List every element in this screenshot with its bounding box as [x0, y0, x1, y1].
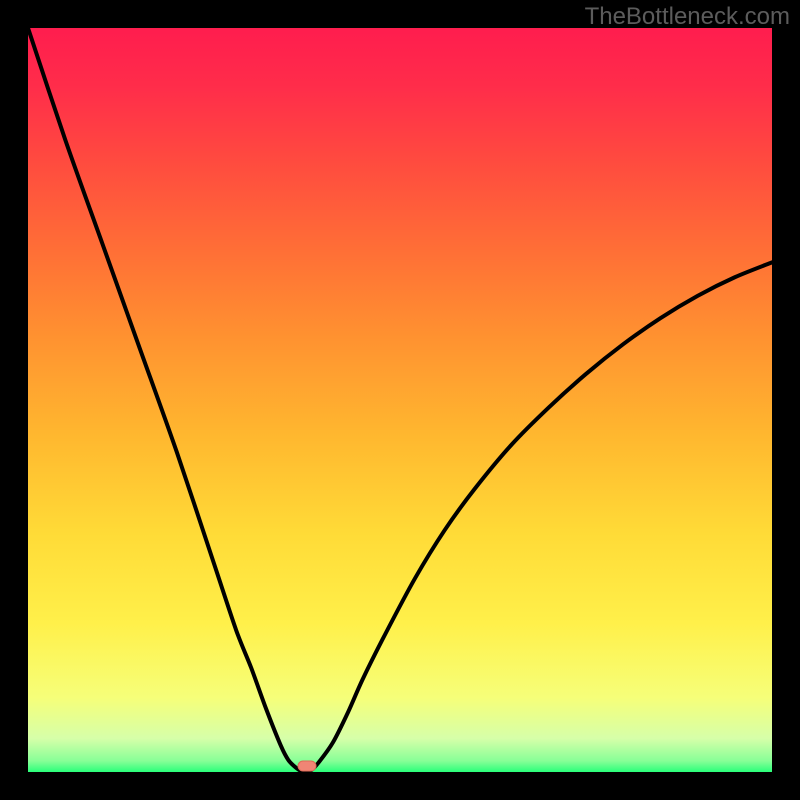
bottleneck-curve-layer — [0, 0, 800, 800]
minimum-marker — [298, 761, 316, 771]
chart-stage: TheBottleneck.com — [0, 0, 800, 800]
watermark-text: TheBottleneck.com — [585, 3, 790, 31]
curve-path — [28, 28, 772, 772]
